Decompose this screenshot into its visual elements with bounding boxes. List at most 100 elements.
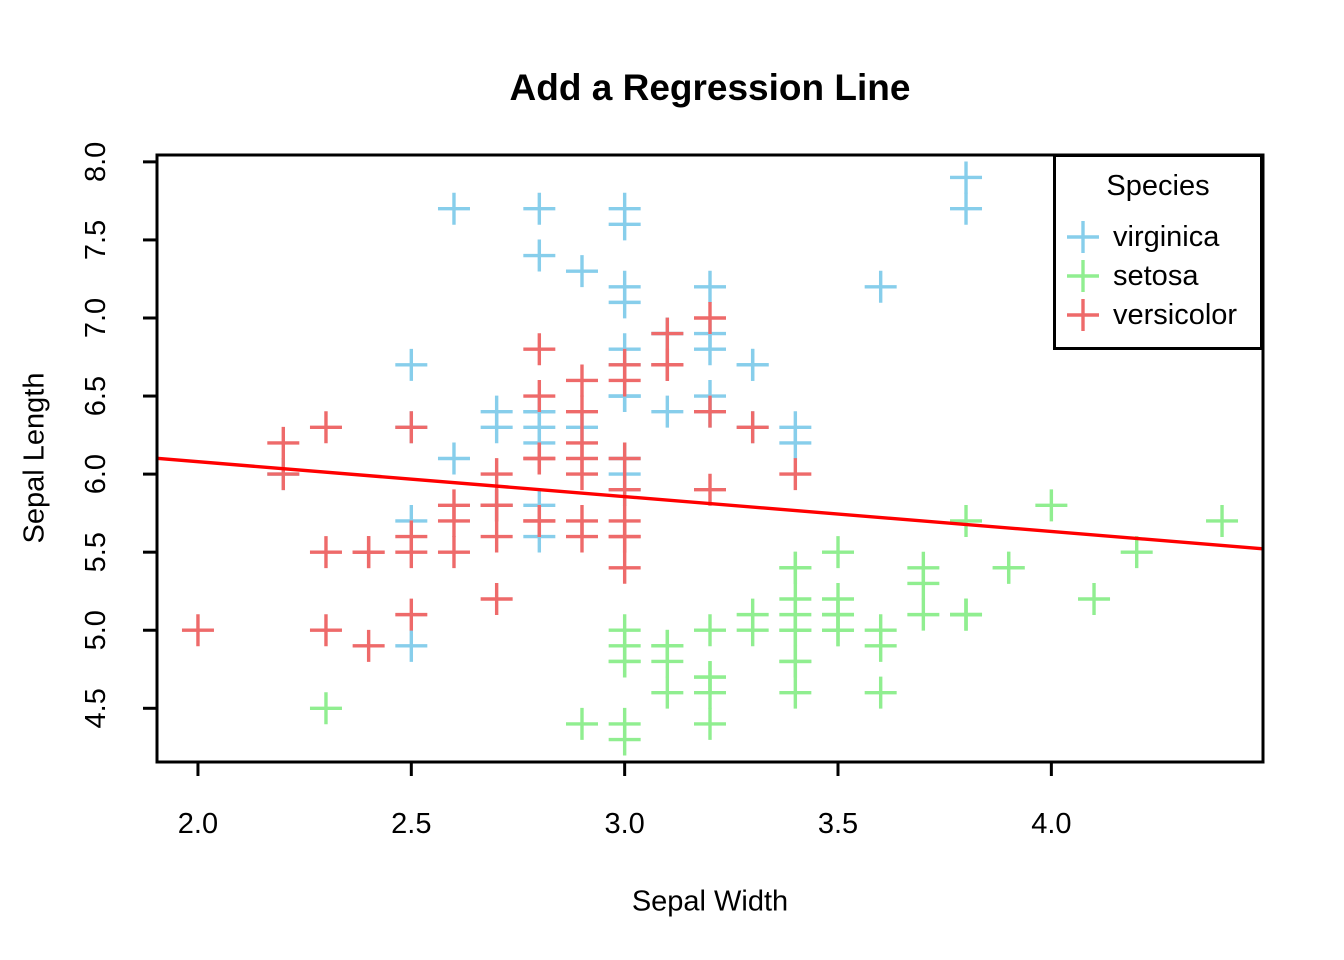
data-point-versicolor xyxy=(608,551,641,584)
data-point-versicolor xyxy=(565,504,598,537)
data-point-setosa xyxy=(1120,536,1153,569)
data-point-versicolor xyxy=(480,520,513,553)
data-point-setosa xyxy=(1035,489,1068,522)
data-point-versicolor xyxy=(437,536,470,569)
data-point-versicolor xyxy=(352,629,385,662)
data-point-setosa xyxy=(779,645,812,678)
x-tick-label: 2.5 xyxy=(391,808,431,840)
legend-item-setosa: setosa xyxy=(1066,258,1198,294)
y-tick-label: 5.5 xyxy=(80,532,112,572)
data-point-virginica xyxy=(437,192,470,225)
legend-item-virginica: virginica xyxy=(1066,219,1219,255)
data-point-virginica xyxy=(779,426,812,459)
y-tick-label: 7.5 xyxy=(80,220,112,260)
data-point-virginica xyxy=(480,411,513,444)
x-tick-label: 3.0 xyxy=(604,808,644,840)
data-point-virginica xyxy=(694,333,726,366)
data-point-virginica xyxy=(608,192,641,225)
data-point-virginica xyxy=(395,629,428,662)
data-point-setosa xyxy=(608,707,641,740)
data-point-setosa xyxy=(651,676,684,709)
data-point-setosa xyxy=(822,614,855,647)
data-point-versicolor xyxy=(480,489,513,522)
data-point-versicolor xyxy=(565,364,598,397)
data-point-versicolor xyxy=(309,614,342,647)
data-point-virginica xyxy=(437,442,470,475)
legend-item-label: virginica xyxy=(1113,220,1220,253)
data-point-setosa xyxy=(565,707,598,740)
data-point-versicolor xyxy=(395,598,428,631)
y-tick-label: 4.5 xyxy=(80,688,112,728)
data-point-virginica xyxy=(523,239,556,272)
data-point-setosa xyxy=(864,676,897,709)
data-point-setosa xyxy=(694,707,726,740)
data-point-setosa xyxy=(822,536,855,569)
data-point-versicolor xyxy=(309,536,342,569)
data-point-versicolor xyxy=(608,473,641,506)
data-point-setosa xyxy=(1206,504,1239,537)
data-point-setosa xyxy=(779,551,812,584)
legend-item-versicolor: versicolor xyxy=(1066,297,1237,333)
data-point-versicolor xyxy=(523,380,556,413)
data-point-setosa xyxy=(651,629,684,662)
legend: Species virginica setosa versicolor xyxy=(1053,154,1263,350)
data-point-versicolor xyxy=(565,458,598,491)
data-point-virginica xyxy=(950,192,983,225)
data-point-setosa xyxy=(736,614,769,647)
data-point-virginica xyxy=(694,270,726,303)
data-point-virginica xyxy=(608,270,641,303)
data-point-versicolor xyxy=(395,411,428,444)
data-point-versicolor xyxy=(352,536,385,569)
data-point-versicolor xyxy=(565,395,598,428)
data-point-setosa xyxy=(608,614,641,647)
data-point-setosa xyxy=(694,676,726,709)
legend-item-label: setosa xyxy=(1113,259,1199,292)
y-tick-label: 7.0 xyxy=(80,298,112,338)
data-point-setosa xyxy=(950,504,983,537)
plus-marker-icon xyxy=(1067,260,1099,292)
x-tick-label: 4.0 xyxy=(1031,808,1071,840)
data-point-versicolor xyxy=(181,614,214,647)
data-point-virginica xyxy=(736,348,769,381)
data-point-versicolor xyxy=(523,333,556,366)
data-point-setosa xyxy=(992,551,1025,584)
data-point-setosa xyxy=(779,598,812,631)
legend-item-label: versicolor xyxy=(1113,298,1238,331)
data-point-virginica xyxy=(523,192,556,225)
data-point-setosa xyxy=(694,614,726,647)
data-point-versicolor xyxy=(608,442,641,475)
plus-marker-icon xyxy=(1067,221,1099,253)
data-point-versicolor xyxy=(523,504,556,537)
data-point-versicolor xyxy=(565,426,598,459)
data-point-virginica xyxy=(864,270,897,303)
x-tick-label: 2.0 xyxy=(178,808,218,840)
x-axis-label: Sepal Width xyxy=(631,885,789,918)
data-point-versicolor xyxy=(651,317,684,350)
data-point-versicolor xyxy=(608,348,641,381)
data-point-versicolor xyxy=(437,489,470,522)
plus-marker-icon xyxy=(1067,299,1099,331)
data-point-versicolor xyxy=(523,442,556,475)
y-tick-label: 8.0 xyxy=(80,142,112,182)
data-point-virginica xyxy=(651,395,684,428)
data-point-versicolor xyxy=(694,395,726,428)
data-point-virginica xyxy=(395,348,428,381)
data-point-versicolor xyxy=(651,348,684,381)
x-tick-label: 3.5 xyxy=(818,808,858,840)
chart-title: Add a Regression Line xyxy=(509,67,911,108)
legend-title: Species xyxy=(1106,170,1210,202)
data-point-versicolor xyxy=(480,583,513,616)
y-tick-label: 6.0 xyxy=(80,454,112,494)
data-point-setosa xyxy=(950,598,983,631)
data-point-setosa xyxy=(907,598,940,631)
data-point-virginica xyxy=(523,411,556,444)
data-point-setosa xyxy=(309,692,342,725)
data-point-versicolor xyxy=(694,473,726,506)
y-tick-label: 5.0 xyxy=(80,610,112,650)
data-point-versicolor xyxy=(267,426,300,459)
data-point-versicolor xyxy=(395,536,428,569)
data-point-virginica xyxy=(950,161,983,194)
data-point-setosa xyxy=(907,567,940,600)
